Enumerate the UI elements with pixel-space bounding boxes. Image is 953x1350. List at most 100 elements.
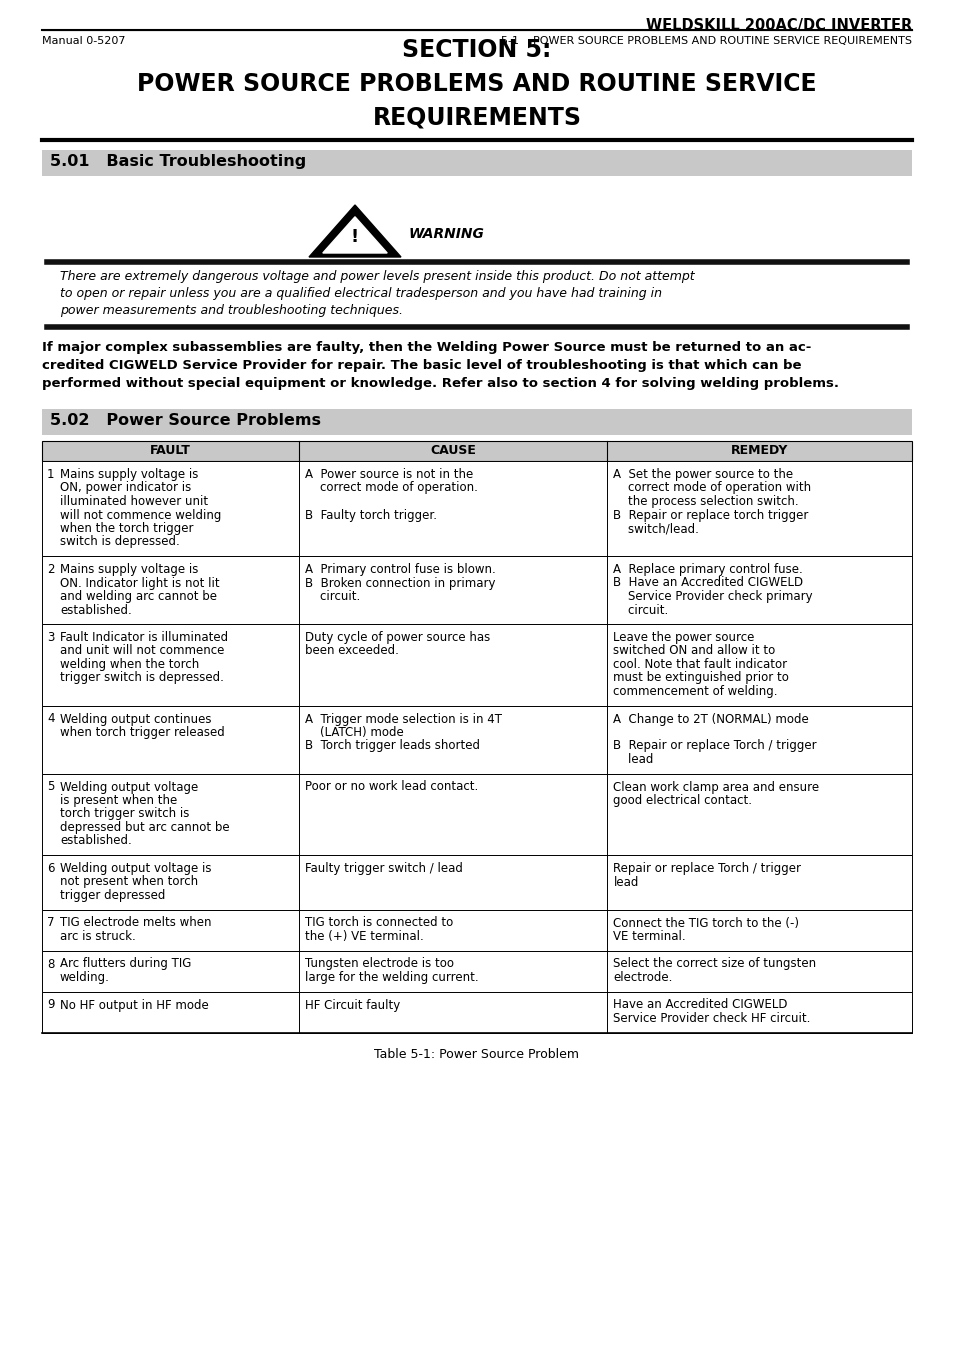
Text: A  Replace primary control fuse.: A Replace primary control fuse. bbox=[613, 563, 802, 576]
Text: Poor or no work lead contact.: Poor or no work lead contact. bbox=[304, 780, 477, 794]
Text: Fault Indicator is illuminated: Fault Indicator is illuminated bbox=[60, 630, 228, 644]
Text: torch trigger switch is: torch trigger switch is bbox=[60, 807, 190, 821]
Text: when the torch trigger: when the torch trigger bbox=[60, 522, 193, 535]
Text: Mains supply voltage is: Mains supply voltage is bbox=[60, 468, 198, 481]
Text: TIG electrode melts when: TIG electrode melts when bbox=[60, 917, 212, 930]
Text: 4: 4 bbox=[47, 713, 54, 725]
Text: Repair or replace Torch / trigger: Repair or replace Torch / trigger bbox=[613, 863, 801, 875]
Text: good electrical contact.: good electrical contact. bbox=[613, 794, 752, 807]
Text: is present when the: is present when the bbox=[60, 794, 177, 807]
Bar bbox=[42, 855, 911, 910]
Text: been exceeded.: been exceeded. bbox=[304, 644, 398, 657]
Text: Have an Accredited CIGWELD: Have an Accredited CIGWELD bbox=[613, 999, 787, 1011]
Text: arc is struck.: arc is struck. bbox=[60, 930, 135, 944]
Text: switched ON and allow it to: switched ON and allow it to bbox=[613, 644, 775, 657]
Text: and unit will not commence: and unit will not commence bbox=[60, 644, 224, 657]
Text: will not commence welding: will not commence welding bbox=[60, 509, 221, 521]
Text: A  Set the power source to the: A Set the power source to the bbox=[613, 468, 793, 481]
Text: WELDSKILL 200AC/DC INVERTER: WELDSKILL 200AC/DC INVERTER bbox=[645, 18, 911, 32]
Text: 8: 8 bbox=[47, 957, 54, 971]
Bar bbox=[42, 556, 911, 624]
Text: 6: 6 bbox=[47, 863, 54, 875]
Text: correct mode of operation with: correct mode of operation with bbox=[613, 482, 811, 494]
Text: circuit.: circuit. bbox=[304, 590, 359, 603]
Text: electrode.: electrode. bbox=[613, 971, 672, 984]
Text: VE terminal.: VE terminal. bbox=[613, 930, 685, 944]
Text: !: ! bbox=[351, 228, 358, 246]
Text: B  Repair or replace Torch / trigger: B Repair or replace Torch / trigger bbox=[613, 740, 817, 752]
Text: 9: 9 bbox=[47, 999, 54, 1011]
Text: Select the correct size of tungsten: Select the correct size of tungsten bbox=[613, 957, 816, 971]
Text: REQUIREMENTS: REQUIREMENTS bbox=[372, 107, 581, 130]
Text: Service Provider check primary: Service Provider check primary bbox=[613, 590, 812, 603]
Text: lead: lead bbox=[613, 876, 639, 888]
Text: depressed but arc cannot be: depressed but arc cannot be bbox=[60, 821, 230, 834]
Text: commencement of welding.: commencement of welding. bbox=[613, 684, 778, 698]
Text: welding.: welding. bbox=[60, 971, 110, 984]
Bar bbox=[42, 706, 911, 774]
Bar bbox=[42, 910, 911, 950]
Text: correct mode of operation.: correct mode of operation. bbox=[304, 482, 477, 494]
Text: Leave the power source: Leave the power source bbox=[613, 630, 754, 644]
Polygon shape bbox=[322, 217, 387, 252]
Text: power measurements and troubleshooting techniques.: power measurements and troubleshooting t… bbox=[60, 304, 402, 317]
Text: 5.01   Basic Troubleshooting: 5.01 Basic Troubleshooting bbox=[50, 154, 306, 169]
Text: must be extinguished prior to: must be extinguished prior to bbox=[613, 671, 788, 684]
Text: TIG torch is connected to: TIG torch is connected to bbox=[304, 917, 453, 930]
Text: A  Change to 2T (NORMAL) mode: A Change to 2T (NORMAL) mode bbox=[613, 713, 808, 725]
Text: (LATCH) mode: (LATCH) mode bbox=[304, 726, 403, 738]
Text: ON. Indicator light is not lit: ON. Indicator light is not lit bbox=[60, 576, 219, 590]
Text: Arc flutters during TIG: Arc flutters during TIG bbox=[60, 957, 192, 971]
Text: 5: 5 bbox=[47, 780, 54, 794]
Text: credited CIGWELD Service Provider for repair. The basic level of troubleshooting: credited CIGWELD Service Provider for re… bbox=[42, 359, 801, 373]
Bar bbox=[42, 950, 911, 991]
Text: Welding output voltage: Welding output voltage bbox=[60, 780, 198, 794]
Text: POWER SOURCE PROBLEMS AND ROUTINE SERVICE: POWER SOURCE PROBLEMS AND ROUTINE SERVIC… bbox=[137, 72, 816, 96]
Text: and welding arc cannot be: and welding arc cannot be bbox=[60, 590, 216, 603]
Text: B  Faulty torch trigger.: B Faulty torch trigger. bbox=[304, 509, 436, 521]
Text: B  Have an Accredited CIGWELD: B Have an Accredited CIGWELD bbox=[613, 576, 802, 590]
Text: 7: 7 bbox=[47, 917, 54, 930]
Text: B  Repair or replace torch trigger: B Repair or replace torch trigger bbox=[613, 509, 808, 521]
Bar bbox=[42, 150, 911, 176]
Text: A  Trigger mode selection is in 4T: A Trigger mode selection is in 4T bbox=[304, 713, 501, 725]
Text: If major complex subassemblies are faulty, then the Welding Power Source must be: If major complex subassemblies are fault… bbox=[42, 342, 810, 354]
Text: Clean work clamp area and ensure: Clean work clamp area and ensure bbox=[613, 780, 819, 794]
Text: the (+) VE terminal.: the (+) VE terminal. bbox=[304, 930, 423, 944]
Text: cool. Note that fault indicator: cool. Note that fault indicator bbox=[613, 657, 787, 671]
Text: HF Circuit faulty: HF Circuit faulty bbox=[304, 999, 399, 1011]
Text: 1: 1 bbox=[47, 468, 54, 481]
Text: B  Torch trigger leads shorted: B Torch trigger leads shorted bbox=[304, 740, 479, 752]
Bar bbox=[42, 624, 911, 706]
Text: A  Primary control fuse is blown.: A Primary control fuse is blown. bbox=[304, 563, 495, 576]
Text: REMEDY: REMEDY bbox=[730, 444, 787, 458]
Text: switch/lead.: switch/lead. bbox=[613, 522, 699, 535]
Text: CAUSE: CAUSE bbox=[430, 444, 476, 458]
Text: No HF output in HF mode: No HF output in HF mode bbox=[60, 999, 209, 1011]
Text: 2: 2 bbox=[47, 563, 54, 576]
Text: large for the welding current.: large for the welding current. bbox=[304, 971, 477, 984]
Text: the process selection switch.: the process selection switch. bbox=[613, 495, 799, 508]
Text: Service Provider check HF circuit.: Service Provider check HF circuit. bbox=[613, 1012, 810, 1025]
Text: Manual 0-5207: Manual 0-5207 bbox=[42, 36, 126, 46]
Text: ON, power indicator is: ON, power indicator is bbox=[60, 482, 191, 494]
Text: Table 5-1: Power Source Problem: Table 5-1: Power Source Problem bbox=[375, 1049, 578, 1061]
Text: Mains supply voltage is: Mains supply voltage is bbox=[60, 563, 198, 576]
Bar bbox=[42, 991, 911, 1033]
Text: Connect the TIG torch to the (-): Connect the TIG torch to the (-) bbox=[613, 917, 799, 930]
Text: 5-1    POWER SOURCE PROBLEMS AND ROUTINE SERVICE REQUIREMENTS: 5-1 POWER SOURCE PROBLEMS AND ROUTINE SE… bbox=[500, 36, 911, 46]
Text: established.: established. bbox=[60, 834, 132, 848]
Text: established.: established. bbox=[60, 603, 132, 617]
Text: There are extremely dangerous voltage and power levels present inside this produ: There are extremely dangerous voltage an… bbox=[60, 270, 694, 284]
Text: illuminated however unit: illuminated however unit bbox=[60, 495, 208, 508]
Text: to open or repair unless you are a qualified electrical tradesperson and you hav: to open or repair unless you are a quali… bbox=[60, 288, 661, 300]
Text: Welding output continues: Welding output continues bbox=[60, 713, 212, 725]
Text: lead: lead bbox=[613, 753, 653, 765]
Text: when torch trigger released: when torch trigger released bbox=[60, 726, 225, 738]
Bar bbox=[42, 460, 911, 556]
Text: switch is depressed.: switch is depressed. bbox=[60, 536, 179, 548]
Text: 5.02   Power Source Problems: 5.02 Power Source Problems bbox=[50, 413, 320, 428]
Text: SECTION 5:: SECTION 5: bbox=[402, 38, 551, 62]
Text: 3: 3 bbox=[47, 630, 54, 644]
Bar bbox=[42, 409, 911, 435]
